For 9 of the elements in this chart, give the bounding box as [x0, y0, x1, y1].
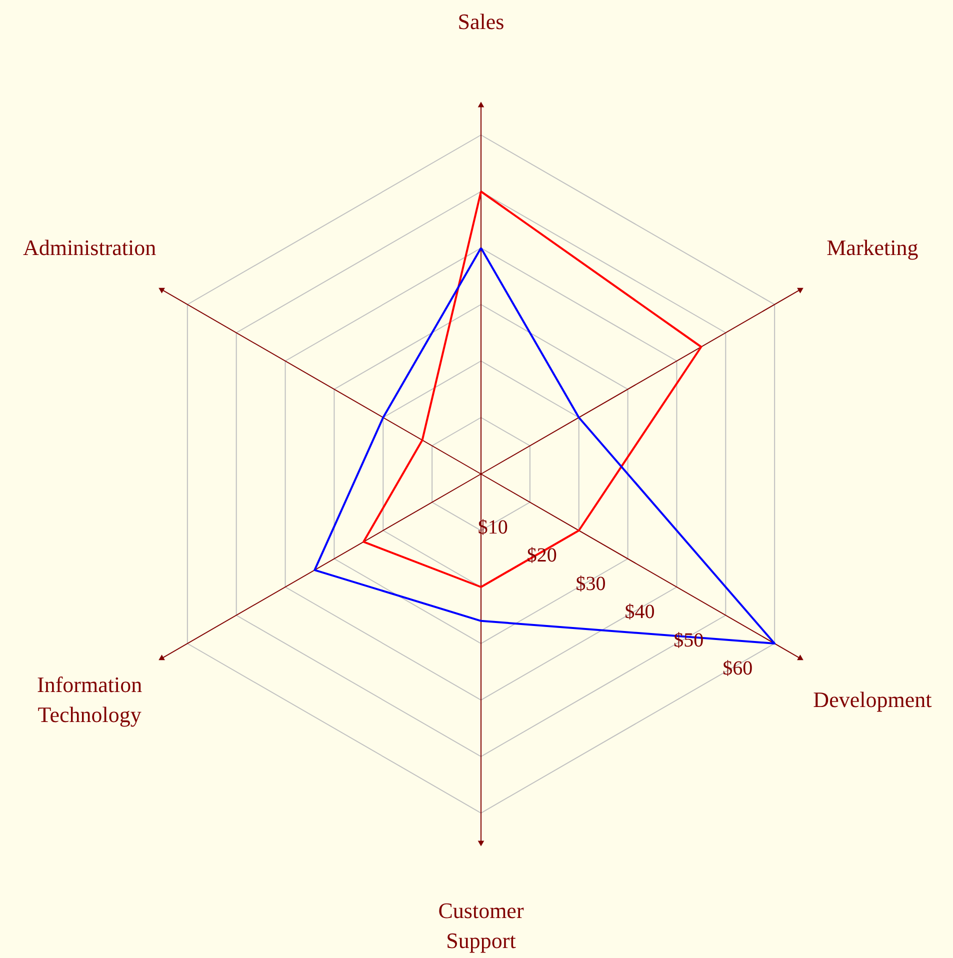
spoke-label: Information Technology — [37, 672, 142, 727]
spoke-label: Administration — [22, 235, 156, 260]
y-tick-label: $40 — [624, 601, 655, 623]
y-tick-label: $60 — [722, 658, 753, 680]
spoke-label: Sales — [458, 9, 504, 34]
spoke-label: Marketing — [826, 235, 918, 260]
spoke-label: Customer Support — [438, 898, 524, 953]
y-tick-label: $30 — [576, 572, 606, 595]
spoke-label: Development — [813, 687, 932, 712]
